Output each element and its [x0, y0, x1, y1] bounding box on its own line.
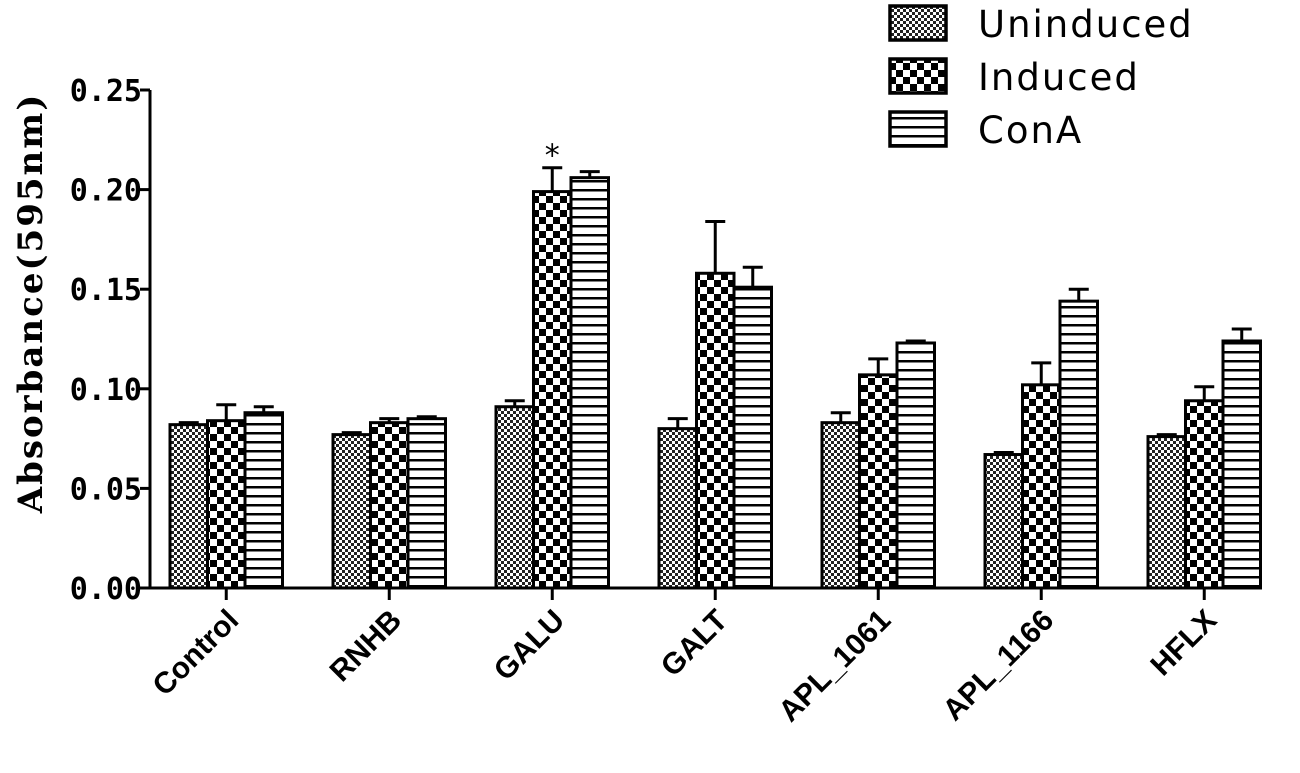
legend-label-induced: Induced: [978, 56, 1140, 99]
bar-cona-rnhb: [406, 417, 447, 590]
bar-uninduced-rnhb: [331, 433, 372, 590]
bar-uninduced-apl_1061: [820, 421, 861, 590]
bar-cona-galu: [569, 176, 610, 590]
category-label: GALU: [488, 604, 571, 687]
category-label: HFLX: [1144, 604, 1223, 683]
legend-label-uninduced: Uninduced: [978, 3, 1194, 46]
y-tick-label: 0.15: [70, 273, 142, 308]
y-tick-label: 0.25: [70, 74, 142, 109]
bar-induced-rnhb: [369, 421, 410, 590]
category-label: RNHB: [324, 604, 409, 689]
bar-cona-apl_1166: [1058, 299, 1099, 590]
bars: [168, 176, 1262, 590]
bar-induced-hflx: [1184, 399, 1225, 590]
error-bars: [178, 166, 1252, 455]
bar-induced-apl_1166: [1021, 383, 1062, 590]
bar-cona-apl_1061: [895, 341, 936, 590]
category-label: GALT: [655, 604, 735, 684]
y-tick-label: 0.20: [70, 174, 142, 209]
category-labels: Control RNHB GALU GALT APL_1061 APL_1166 HFLX: [146, 604, 1223, 729]
y-tick-label: 0.10: [70, 373, 142, 408]
bar-cona-galt: [732, 285, 773, 590]
bar-cona-hflx: [1221, 339, 1262, 590]
bar-cona-control: [243, 411, 284, 590]
bar-induced-galu: [532, 190, 573, 590]
category-label: APL_1166: [937, 604, 1061, 728]
bar-induced-apl_1061: [858, 373, 899, 590]
y-ticks: 0.00 0.05 0.10 0.15 0.20 0.25: [70, 74, 150, 607]
bar-uninduced-galu: [494, 405, 535, 590]
annotations: *: [545, 139, 560, 174]
y-tick-label: 0.05: [70, 472, 142, 507]
bar-uninduced-galt: [657, 427, 698, 590]
legend-swatch-induced: [888, 57, 948, 95]
bar-uninduced-hflx: [1146, 435, 1187, 590]
category-label: APL_1061: [772, 604, 897, 729]
bar-induced-galt: [695, 271, 736, 590]
legend-swatch-cona: [888, 110, 948, 148]
category-label: Control: [146, 604, 245, 703]
bar-induced-control: [206, 419, 247, 590]
bar-uninduced-apl_1166: [983, 453, 1024, 590]
legend-swatch-uninduced: [888, 4, 948, 42]
y-tick-label: 0.00: [70, 572, 142, 607]
legend: Uninduced Induced ConA: [888, 3, 1194, 152]
significance-marker: *: [545, 139, 560, 174]
bar-uninduced-control: [168, 423, 209, 590]
y-axis-label: Absorbance(595nm): [11, 93, 51, 515]
legend-label-cona: ConA: [978, 109, 1083, 152]
